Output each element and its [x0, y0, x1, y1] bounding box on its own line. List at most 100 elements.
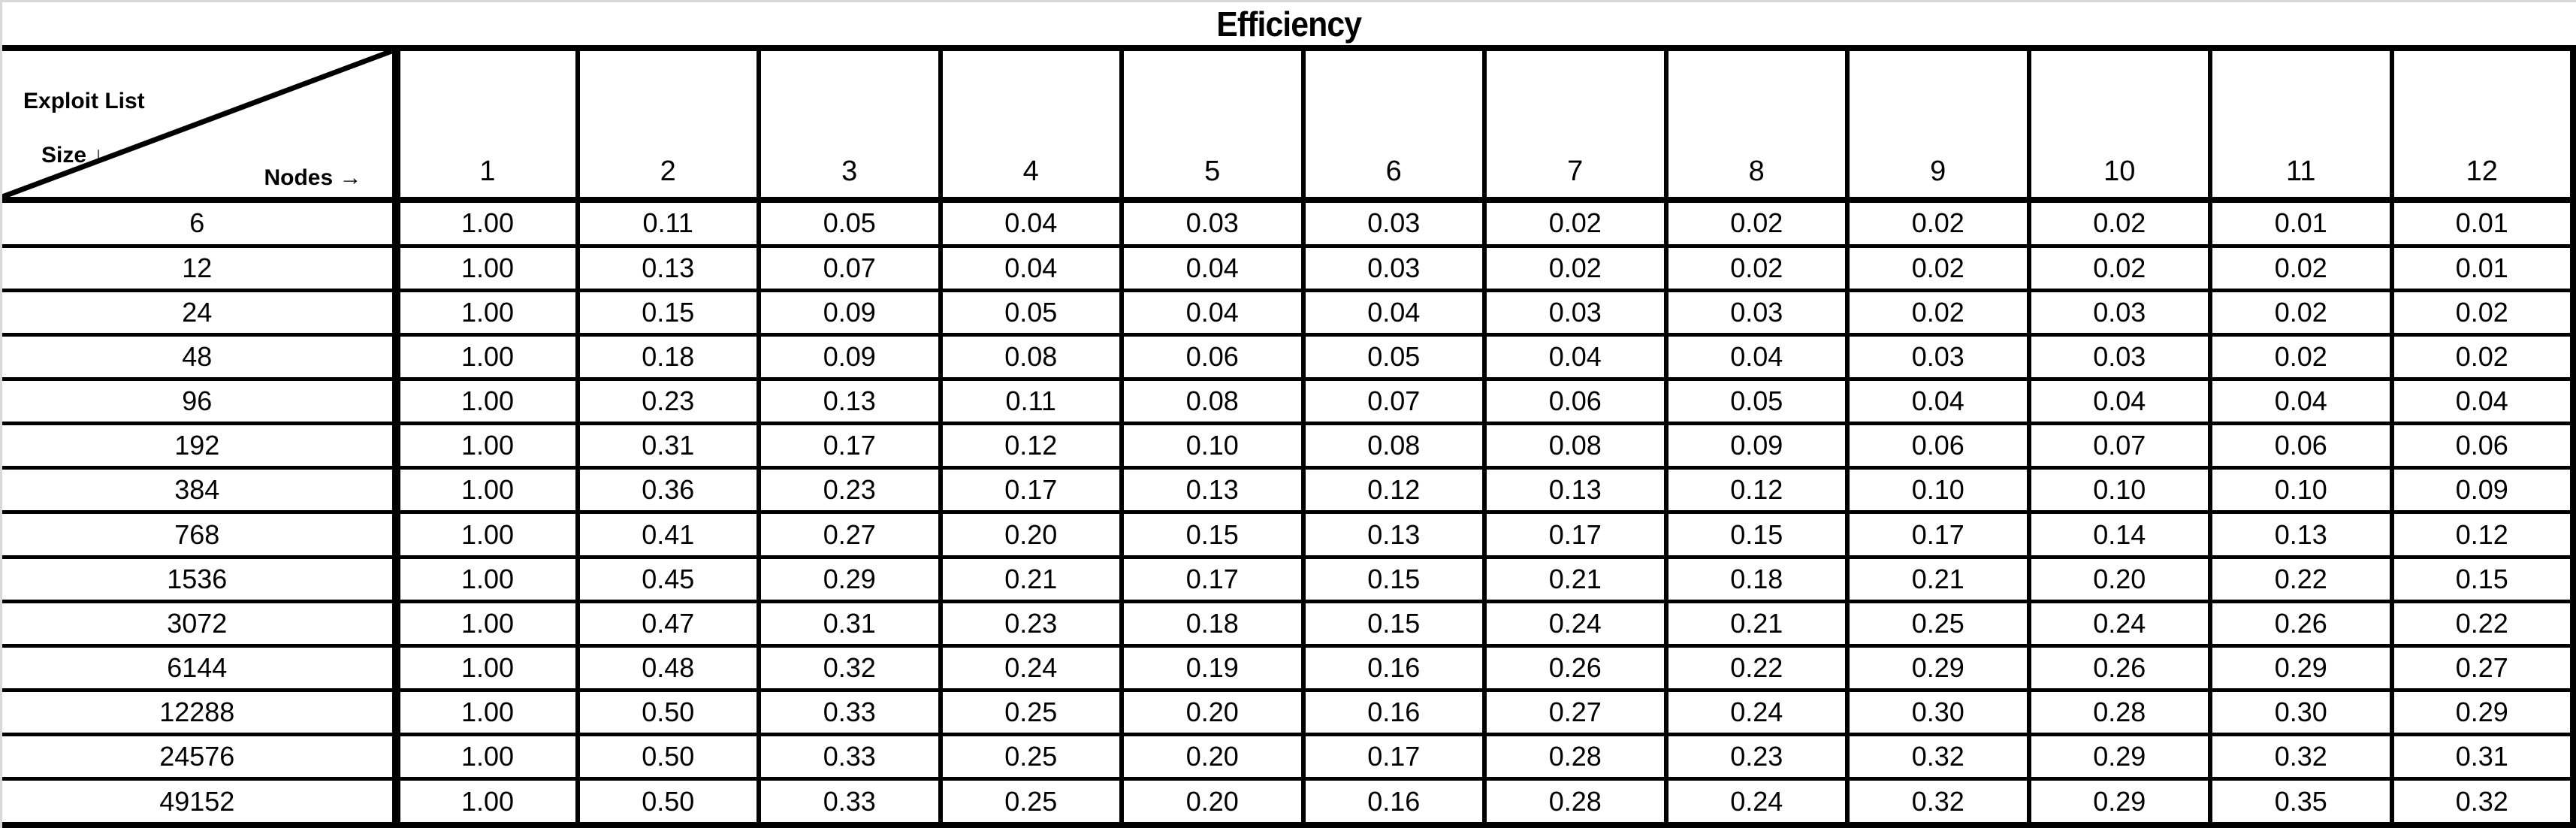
row-header-cell: 1536 [2, 555, 400, 603]
table-cell: 0.31 [756, 599, 943, 648]
table-cell: 0.06 [2208, 422, 2394, 470]
table-row: 3072 1.00 0.47 0.31 0.23 0.18 0.15 0.24 0.21 0.25… [2, 599, 2576, 648]
column-header-cell: 4 [938, 45, 1124, 203]
table-cell: 0.03 [1845, 332, 2031, 382]
table-cell: 0.02 [1845, 243, 2031, 292]
table-cell: 0.13 [575, 243, 761, 292]
table-cell: 0.10 [1845, 466, 2031, 515]
table-cell: 0.30 [2208, 688, 2394, 737]
column-header-cell: 1 [394, 45, 580, 203]
table-cell: 0.20 [938, 510, 1124, 559]
table-cell: 0.15 [1300, 555, 1487, 603]
table-cell: 0.08 [1482, 422, 1669, 470]
column-header-cell: 11 [2208, 45, 2394, 203]
table-cell: 0.03 [1300, 243, 1487, 292]
row-header-cell: 12 [2, 243, 400, 292]
row-header-cell: 6144 [2, 643, 400, 693]
table-row: 24576 1.00 0.50 0.33 0.25 0.20 0.17 0.28 0.23 0.3… [2, 733, 2576, 781]
table-cell: 0.27 [1482, 688, 1669, 737]
table-cell: 0.22 [1663, 643, 1850, 693]
table-cell: 0.02 [1845, 198, 2031, 248]
column-header-cell: 5 [1119, 45, 1306, 203]
table-cell: 0.26 [1482, 643, 1669, 693]
table-cell: 0.12 [1663, 466, 1850, 515]
table-cell: 0.02 [1845, 288, 2031, 337]
row-header-cell: 24 [2, 288, 400, 337]
table-cell: 0.32 [2389, 777, 2576, 828]
table-cell: 0.07 [2026, 422, 2212, 470]
table-cell: 1.00 [394, 510, 580, 559]
table-cell: 0.48 [575, 643, 761, 693]
table-cell: 0.33 [756, 777, 943, 828]
table-cell: 0.13 [1482, 466, 1669, 515]
table-cell: 0.03 [1663, 288, 1850, 337]
table-cell: 0.19 [1119, 643, 1306, 693]
page-title: Efficiency [1216, 4, 1363, 44]
table-cell: 0.29 [2208, 643, 2394, 693]
table-cell: 0.24 [1482, 599, 1669, 648]
table-cell: 1.00 [394, 288, 580, 337]
table-cell: 0.07 [1300, 377, 1487, 426]
table-cell: 0.03 [2026, 332, 2212, 382]
column-header-cell: 10 [2026, 45, 2212, 203]
table-cell: 0.01 [2389, 198, 2576, 248]
table-cell: 0.29 [1845, 643, 2031, 693]
table-cell: 0.25 [938, 733, 1124, 781]
table-cell: 1.00 [394, 777, 580, 828]
table-cell: 0.29 [2026, 777, 2212, 828]
table-cell: 0.17 [1300, 733, 1487, 781]
column-header-cell: 9 [1845, 45, 2031, 203]
table-cell: 0.02 [2026, 198, 2212, 248]
table-cell: 0.12 [938, 422, 1124, 470]
column-header-cell: 6 [1300, 45, 1487, 203]
table-cell: 0.20 [1119, 733, 1306, 781]
table-cell: 0.16 [1300, 688, 1487, 737]
table-cell: 0.20 [1119, 777, 1306, 828]
table-cell: 0.06 [2389, 422, 2576, 470]
table-cell: 0.03 [1119, 198, 1306, 248]
table-cell: 0.02 [1482, 243, 1669, 292]
row-header-cell: 192 [2, 422, 400, 470]
table-cell: 0.23 [575, 377, 761, 426]
table-cell: 0.20 [1119, 688, 1306, 737]
corner-label-exploit-list: Exploit List [23, 89, 145, 113]
table-row: 12 1.00 0.13 0.07 0.04 0.04 0.03 0.02 0.02 0.02 0.… [2, 243, 2576, 292]
table-cell: 0.50 [575, 733, 761, 781]
table-cell: 0.33 [756, 733, 943, 781]
table-cell: 0.50 [575, 777, 761, 828]
row-header-cell: 384 [2, 466, 400, 515]
table-cell: 0.29 [2389, 688, 2576, 737]
table-cell: 0.41 [575, 510, 761, 559]
table-cell: 0.04 [938, 243, 1124, 292]
table-cell: 0.32 [1845, 777, 2031, 828]
column-header-cell: 2 [575, 45, 761, 203]
table-cell: 0.23 [1663, 733, 1850, 781]
column-header-cell: 7 [1482, 45, 1669, 203]
table-cell: 0.22 [2389, 599, 2576, 648]
table-cell: 0.09 [1663, 422, 1850, 470]
table-cell: 1.00 [394, 243, 580, 292]
table-cell: 0.04 [1482, 332, 1669, 382]
table-cell: 0.02 [1663, 243, 1850, 292]
table-cell: 0.50 [575, 688, 761, 737]
table-cell: 1.00 [394, 733, 580, 781]
table-cell: 0.25 [938, 777, 1124, 828]
table-cell: 0.24 [938, 643, 1124, 693]
table-cell: 0.15 [2389, 555, 2576, 603]
table-cell: 0.02 [2389, 332, 2576, 382]
row-header-cell: 768 [2, 510, 400, 559]
table-cell: 0.31 [2389, 733, 2576, 781]
table-cell: 0.04 [1663, 332, 1850, 382]
table-cell: 0.03 [2026, 288, 2212, 337]
row-header-cell: 49152 [2, 777, 400, 828]
table-cell: 0.05 [756, 198, 943, 248]
table-cell: 0.31 [575, 422, 761, 470]
table-cell: 1.00 [394, 422, 580, 470]
table-cell: 0.20 [2026, 555, 2212, 603]
table-cell: 0.24 [2026, 599, 2212, 648]
table-cell: 0.17 [938, 466, 1124, 515]
table-cell: 0.09 [756, 332, 943, 382]
table-cell: 0.18 [1119, 599, 1306, 648]
table-cell: 0.06 [1482, 377, 1669, 426]
table-cell: 0.28 [1482, 777, 1669, 828]
